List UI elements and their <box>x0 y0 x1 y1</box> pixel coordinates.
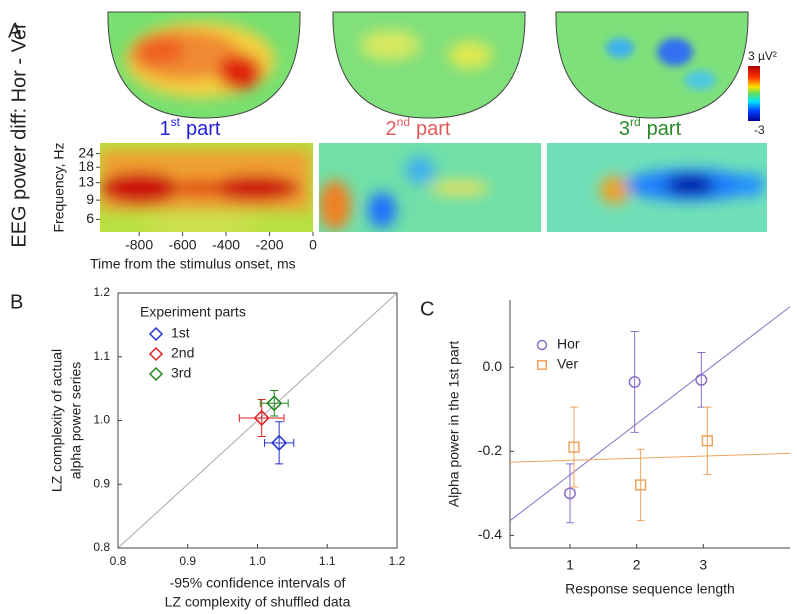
legend-label: 1st <box>171 325 190 341</box>
x-tick-label: -600 <box>169 237 197 253</box>
y-tick-label: 6 <box>86 210 94 226</box>
y-tick-label: 13 <box>78 173 94 189</box>
part-word: part <box>186 118 221 140</box>
marker <box>536 339 548 351</box>
x-tick-label: 0.9 <box>179 554 196 568</box>
fit-line <box>509 452 791 463</box>
marker <box>253 409 270 427</box>
legend-label: Ver <box>557 356 578 372</box>
error-bar <box>263 438 295 447</box>
y-axis-title: Alpha power in the 1st part <box>446 341 462 508</box>
part-number: 3 <box>619 118 630 140</box>
marker <box>695 373 708 386</box>
y-tick-label: 1.0 <box>93 413 110 427</box>
marker <box>266 395 283 412</box>
marker <box>271 434 288 451</box>
axes <box>509 300 790 549</box>
x-tick-label: 1.0 <box>249 554 266 568</box>
part-suffix: rd <box>630 115 641 129</box>
panel-letter: C <box>420 298 434 320</box>
x-tick-label: 0.8 <box>110 554 127 568</box>
y-tick-label: 0.0 <box>483 358 503 374</box>
part-suffix: nd <box>397 115 410 129</box>
marker <box>148 326 164 342</box>
y-tick-label: -0.2 <box>478 442 502 458</box>
x-axis-title: Response sequence length <box>565 581 735 597</box>
marker <box>635 479 647 491</box>
error-bar <box>570 406 578 488</box>
y-axis-title: Frequency, Hz <box>51 143 67 233</box>
y-tick-label: 0.8 <box>93 540 110 554</box>
y-tick-label: 1.1 <box>93 349 110 363</box>
x-tick-label: 2 <box>633 557 641 573</box>
error-bar <box>703 406 712 475</box>
x-tick-label: -400 <box>212 237 240 253</box>
x-tick-label: 3 <box>699 557 707 573</box>
x-tick-label: 1.2 <box>389 554 406 568</box>
x-tick-label: -800 <box>125 237 153 253</box>
marker <box>148 346 164 362</box>
marker <box>537 360 547 370</box>
error-bar <box>630 331 639 433</box>
y-tick-label: -0.4 <box>478 526 502 542</box>
colorbar-label: -3 <box>754 123 765 137</box>
legend-label: 3rd <box>171 365 191 381</box>
part-word: part <box>416 118 451 140</box>
error-bar <box>238 413 285 422</box>
error-bar <box>697 352 706 408</box>
marker <box>564 487 576 500</box>
error-bar <box>566 463 574 524</box>
part-number: 1 <box>160 118 171 140</box>
y-axis-title: alpha power series <box>68 362 84 480</box>
y-tick-label: 0.9 <box>93 476 110 490</box>
time-frequency-maps <box>100 143 767 232</box>
y-tick-label: 9 <box>86 191 94 207</box>
part-label: 3rd part <box>619 115 682 140</box>
part-word: part <box>647 118 682 140</box>
x-tick-label: -200 <box>256 237 284 253</box>
colorbar-label: 3 µV² <box>748 49 777 63</box>
x-tick-label: 1 <box>566 557 574 573</box>
fit-line <box>509 306 791 522</box>
error-bar <box>636 448 645 522</box>
colorbar <box>748 66 760 121</box>
panel-letter: B <box>10 291 23 313</box>
x-tick-label: 0 <box>309 237 317 253</box>
marker <box>701 435 713 447</box>
y-axis-title: LZ complexity of actual <box>49 349 65 492</box>
legend-label: Hor <box>557 336 580 352</box>
map-title: EEG power diff: Hor - Ver <box>8 22 30 248</box>
x-axis-title: -95% confidence intervals of <box>170 575 346 591</box>
x-axis-title: Time from the stimulus onset, ms <box>90 256 296 272</box>
y-tick-label: 24 <box>78 144 94 160</box>
part-label: 1st part <box>160 115 221 140</box>
marker <box>148 366 164 382</box>
marker <box>628 375 641 388</box>
part-label: 2nd part <box>386 115 451 140</box>
x-tick-label: 1.1 <box>319 554 336 568</box>
topomaps <box>107 11 749 119</box>
y-tick-label: 18 <box>78 158 94 174</box>
panel-letter: A <box>8 20 22 42</box>
x-axis-title: LZ complexity of shuffled data <box>165 594 351 610</box>
y-tick-label: 1.2 <box>93 285 110 299</box>
legend-title: Experiment parts <box>140 304 246 320</box>
error-bar <box>259 399 289 408</box>
marker <box>568 441 580 453</box>
part-number: 2 <box>386 118 397 140</box>
part-suffix: st <box>171 115 181 129</box>
legend-label: 2nd <box>171 345 194 361</box>
